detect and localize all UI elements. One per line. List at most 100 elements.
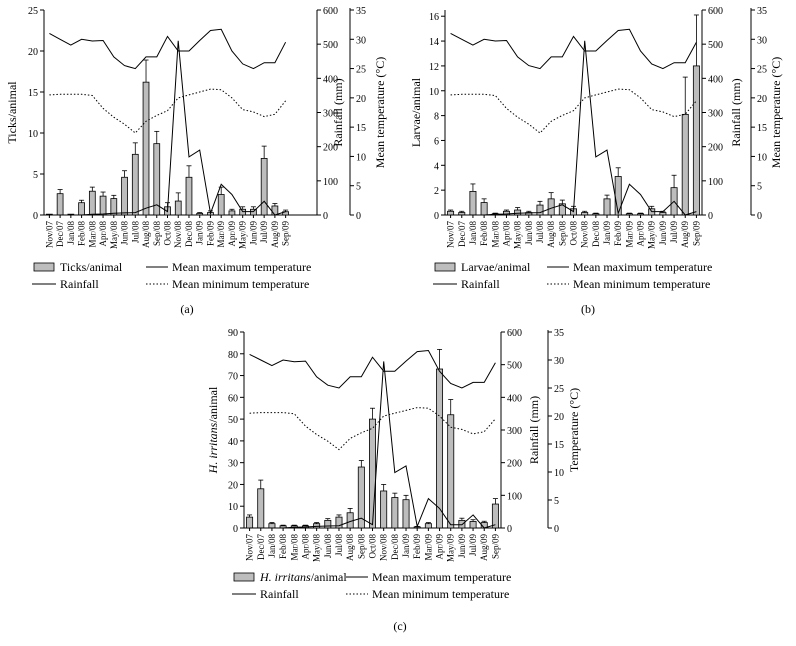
rainfall-tick-label: 300 <box>507 426 522 437</box>
bar <box>469 190 477 216</box>
left-axis-label: Larvae/animal <box>409 77 423 147</box>
x-tick-label: Jul/09 <box>259 221 269 244</box>
rainfall-tick-label: 300 <box>323 109 338 120</box>
bar <box>324 519 332 529</box>
temperature-tick-label: 20 <box>757 94 767 105</box>
bar <box>402 499 410 529</box>
x-tick-label: Oct/08 <box>163 221 173 246</box>
rainfall-line <box>49 40 286 216</box>
bar <box>121 176 128 216</box>
temperature-tick-label: 25 <box>356 65 366 76</box>
left-tick-label: 12 <box>429 62 439 73</box>
rainfall-axis-label: Rainfall (mm) <box>331 78 345 146</box>
x-tick-label: Dec/07 <box>256 534 266 560</box>
bar <box>581 212 589 216</box>
x-tick-label: Aug/09 <box>680 221 690 249</box>
x-tick-label: Nov/07 <box>446 221 456 249</box>
bar <box>239 208 247 216</box>
x-tick-label: Jun/09 <box>658 221 668 246</box>
x-tick-label: May/09 <box>446 534 456 562</box>
legend-tmin-label: Mean minimum temperature <box>172 277 309 291</box>
x-tick-label: Jul/09 <box>669 221 679 244</box>
x-tick-label: Mar/09 <box>624 221 634 248</box>
temperature-axis-label: Mean temperature (°C) <box>769 57 783 168</box>
rainfall-tick-label: 200 <box>507 459 522 470</box>
bar <box>268 523 276 529</box>
bar <box>246 516 254 529</box>
bar <box>603 198 611 216</box>
x-tick-label: Jan/08 <box>267 534 277 558</box>
legend-bar-swatch <box>434 262 456 272</box>
rainfall-tick-label: 500 <box>507 361 522 372</box>
x-tick-label: Dec/08 <box>184 221 194 247</box>
bar <box>692 65 700 216</box>
temperature-tick-label: 25 <box>757 65 767 76</box>
temperature-tick-label: 10 <box>356 152 366 163</box>
x-tick-label: Jun/09 <box>248 221 258 246</box>
x-tick-label: Nov/08 <box>173 221 183 249</box>
x-tick-label: Sep/09 <box>281 221 291 247</box>
x-tick-label: Dec/08 <box>591 221 601 247</box>
bar <box>391 497 399 529</box>
left-tick-label: 2 <box>434 186 439 197</box>
temperature-axis-label: Mean temperature (°C) <box>373 57 387 168</box>
x-tick-label: Apr/09 <box>636 221 646 247</box>
left-axis-label-species: H. irritans <box>206 422 220 474</box>
temperature-tick-label: 5 <box>356 182 361 193</box>
bar <box>536 204 544 216</box>
x-tick-label: Apr/08 <box>501 221 511 247</box>
bar <box>436 368 444 529</box>
legend-bars-unit: /animal <box>311 570 348 584</box>
temperature-tick-label: 15 <box>356 123 366 134</box>
bar <box>78 202 85 216</box>
x-tick-label: May/08 <box>109 221 119 249</box>
rainfall-tick-label: 100 <box>708 177 723 188</box>
x-tick-label: Jul/08 <box>334 534 344 557</box>
temperature-tick-label: 5 <box>757 182 762 193</box>
bar <box>625 213 633 216</box>
x-tick-label: Feb/08 <box>278 534 288 560</box>
rainfall-tick-label: 100 <box>507 491 522 502</box>
x-tick-label: Jul/08 <box>535 221 545 244</box>
left-tick-label: 15 <box>28 88 38 99</box>
bar <box>424 523 432 529</box>
bar <box>592 213 600 216</box>
x-tick-label: May/08 <box>312 534 322 562</box>
x-tick-label: Feb/08 <box>77 221 87 247</box>
x-tick-label: Jun/08 <box>120 221 130 246</box>
rainfall-tick-label: 400 <box>708 74 723 85</box>
tmax-line <box>450 28 697 70</box>
rainfall-tick-label: 300 <box>708 109 723 120</box>
left-tick-label: 60 <box>228 393 238 404</box>
x-tick-label: Apr/08 <box>98 221 108 247</box>
x-tick-label: Mar/09 <box>216 221 226 248</box>
x-tick-label: Jul/08 <box>130 221 140 244</box>
x-tick-label: Mar/08 <box>87 221 97 248</box>
left-tick-label: 10 <box>28 129 38 140</box>
legend-tmax-label: Mean maximum temperature <box>172 260 311 274</box>
x-tick-label: Jun/08 <box>524 221 534 246</box>
left-axis-label: Ticks/animal <box>5 81 19 144</box>
bar <box>257 488 265 529</box>
temperature-tick-label: 35 <box>554 328 564 339</box>
bar <box>271 205 279 216</box>
x-tick-label: Jan/08 <box>468 221 478 245</box>
left-tick-label: 6 <box>434 136 439 147</box>
rainfall-tick-label: 600 <box>507 328 522 339</box>
x-tick-label: May/09 <box>647 221 657 249</box>
bar <box>196 212 204 216</box>
x-tick-label: Feb/09 <box>613 221 623 247</box>
x-tick-label: Nov/07 <box>44 221 54 249</box>
x-tick-label: Dec/07 <box>457 221 467 247</box>
x-tick-label: May/08 <box>513 221 523 249</box>
bar <box>131 153 139 216</box>
x-tick-label: Apr/09 <box>435 534 445 560</box>
panel-label: (c) <box>393 619 406 633</box>
x-tick-label: Jan/08 <box>66 221 76 245</box>
rainfall-tick-label: 0 <box>323 211 328 222</box>
left-tick-label: 0 <box>233 524 238 535</box>
x-tick-label: Sep/08 <box>557 221 567 247</box>
x-tick-label: Dec/08 <box>390 534 400 560</box>
x-tick-label: Mar/08 <box>490 221 500 248</box>
temperature-tick-label: 30 <box>757 35 767 46</box>
